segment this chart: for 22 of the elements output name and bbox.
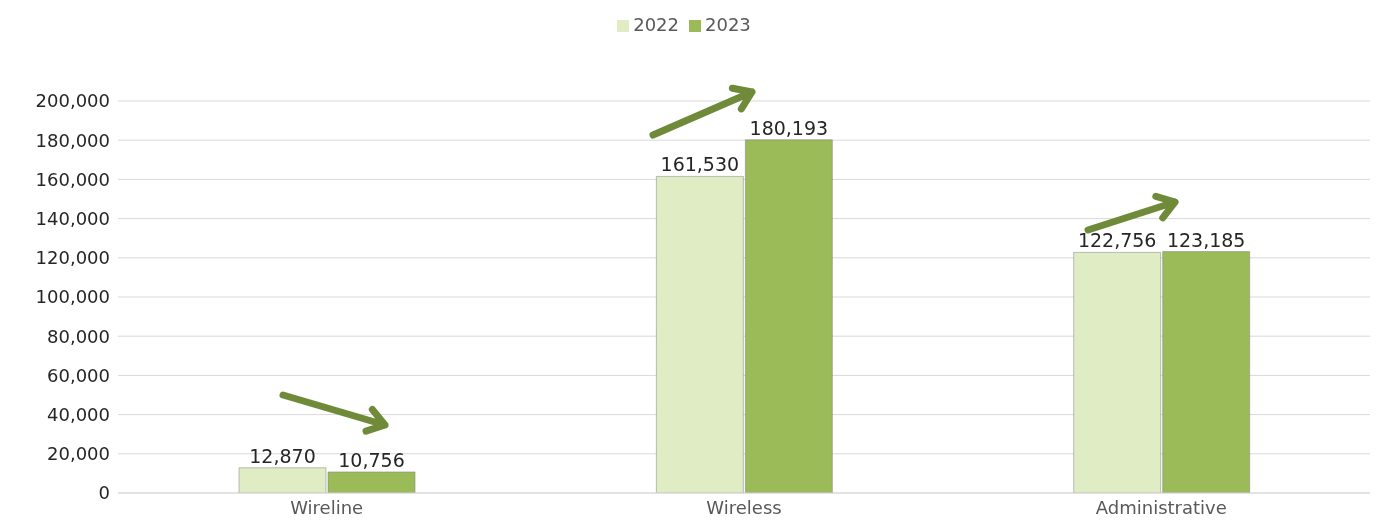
legend-label: 2022 — [633, 14, 679, 35]
data-label: 123,185 — [1166, 228, 1246, 251]
y-tick-label: 100,000 — [35, 286, 110, 308]
y-tick-label: 180,000 — [35, 129, 110, 151]
y-tick-label: 200,000 — [35, 90, 110, 112]
y-tick-label: 140,000 — [35, 207, 110, 229]
y-tick-label: 60,000 — [47, 364, 110, 386]
x-tick-label: Wireless — [706, 496, 782, 518]
data-label: 122,756 — [1077, 229, 1157, 252]
y-tick-label: 20,000 — [47, 443, 110, 465]
data-label: 161,530 — [660, 153, 740, 176]
y-tick-label: 80,000 — [47, 325, 110, 347]
y-tick-label: 120,000 — [35, 247, 110, 269]
legend-label: 2023 — [705, 14, 751, 35]
x-tick-label: Administrative — [1095, 496, 1227, 518]
data-label: 12,870 — [249, 444, 316, 467]
data-label: 10,756 — [338, 448, 405, 471]
x-tick-label: Wireline — [290, 496, 364, 518]
y-tick-label: 0 — [98, 482, 110, 504]
y-tick-label: 160,000 — [35, 168, 110, 190]
data-label: 180,193 — [749, 116, 829, 139]
y-tick-label: 40,000 — [47, 403, 110, 425]
